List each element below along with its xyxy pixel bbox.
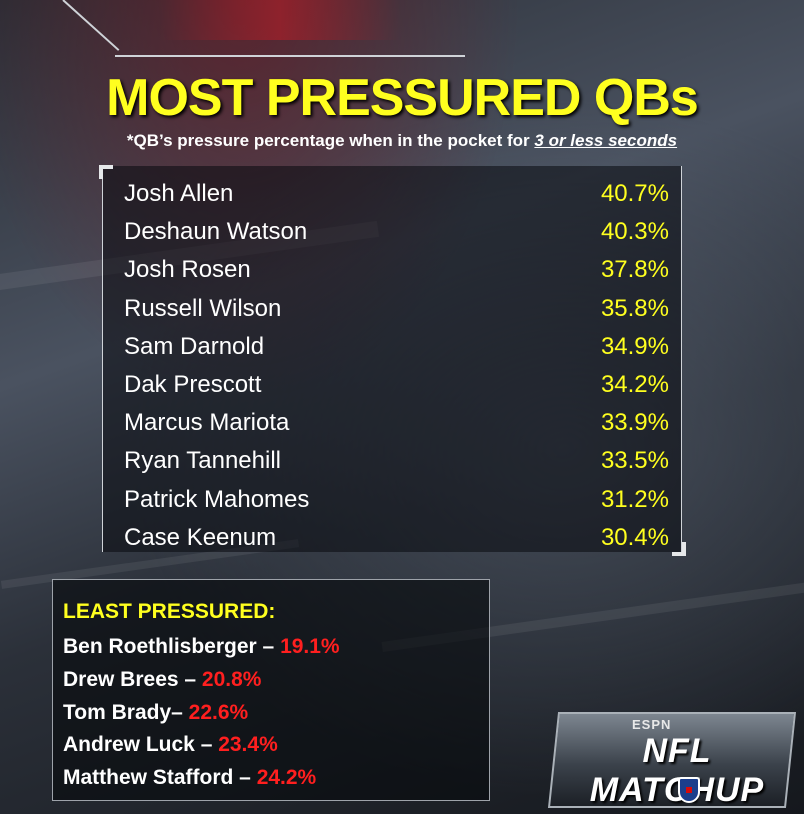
- table-row: Case Keenum 30.4%: [124, 519, 669, 557]
- table-row: Patrick Mahomes 31.2%: [124, 481, 669, 519]
- qb-name: Patrick Mahomes: [124, 485, 310, 513]
- table-row: Russell Wilson 35.8%: [124, 290, 669, 328]
- logo-show-title: NFL MATCHUP: [589, 732, 765, 809]
- pressure-value: 34.2%: [600, 371, 669, 398]
- qb-name: Tom Brady–: [63, 700, 189, 724]
- chart-subtitle: *QB’s pressure percentage when in the po…: [0, 131, 804, 151]
- list-item: Ben Roethlisberger – 19.1%: [63, 631, 340, 663]
- panel-corner-bracket: [672, 542, 686, 556]
- most-pressured-panel: [102, 166, 682, 552]
- list-item: Tom Brady– 22.6%: [63, 697, 248, 729]
- least-pressured-title: LEAST PRESSURED:: [63, 600, 276, 623]
- pressure-value: 33.9%: [600, 409, 669, 437]
- table-row: Sam Darnold 34.9%: [124, 328, 669, 366]
- qb-name: Ben Roethlisberger –: [63, 635, 281, 658]
- frame-line: [115, 55, 465, 57]
- qb-name: Deshaun Watson: [124, 218, 308, 246]
- pressure-value: 40.3%: [600, 218, 669, 246]
- table-row: Josh Allen 40.7%: [124, 175, 669, 213]
- subtitle-prefix: *QB’s pressure percentage when in the po…: [126, 131, 535, 150]
- qb-name: Ryan Tannehill: [124, 447, 281, 475]
- table-row: Deshaun Watson 40.3%: [124, 213, 669, 251]
- list-item: Matthew Stafford – 24.2%: [63, 762, 316, 794]
- qb-name: Josh Allen: [124, 180, 234, 207]
- pressure-value: 34.9%: [600, 332, 669, 360]
- nfl-shield-icon: [678, 777, 700, 803]
- table-row: Dak Prescott 34.2%: [124, 366, 669, 404]
- table-row: Josh Rosen 37.8%: [124, 251, 669, 289]
- qb-name: Drew Brees –: [63, 667, 202, 691]
- pressure-value: 23.4%: [218, 733, 278, 757]
- pressure-value: 24.2%: [256, 766, 317, 790]
- subtitle-emphasis: 3 or less seconds: [534, 131, 678, 150]
- chart-title: MOST PRESSURED QBs: [106, 69, 699, 127]
- pressure-value: 31.2%: [600, 485, 669, 513]
- qb-name: Sam Darnold: [124, 332, 265, 360]
- qb-name: Marcus Mariota: [124, 409, 290, 437]
- frame-line: [62, 0, 120, 51]
- pressure-value: 19.1%: [280, 635, 340, 658]
- qb-name: Dak Prescott: [124, 371, 262, 398]
- pressure-value: 33.5%: [600, 447, 669, 475]
- qb-name: Matthew Stafford –: [63, 766, 257, 790]
- qb-name: Josh Rosen: [124, 256, 251, 284]
- least-pressured-panel: [52, 579, 490, 801]
- table-row: Ryan Tannehill 33.5%: [124, 442, 669, 480]
- qb-name: Russell Wilson: [124, 294, 282, 322]
- list-item: Drew Brees – 20.8%: [63, 664, 261, 696]
- qb-name: Andrew Luck –: [63, 733, 219, 757]
- pressure-value: 20.8%: [201, 667, 262, 691]
- table-row: Marcus Mariota 33.9%: [124, 404, 669, 442]
- panel-corner-bracket: [99, 165, 113, 179]
- pressure-value: 40.7%: [600, 180, 669, 207]
- pressure-value: 37.8%: [600, 256, 669, 284]
- pressure-value: 35.8%: [600, 294, 669, 322]
- pressure-value: 30.4%: [600, 523, 669, 551]
- background-glow: [160, 0, 400, 40]
- pressure-value: 22.6%: [188, 700, 249, 724]
- list-item: Andrew Luck – 23.4%: [63, 729, 278, 761]
- qb-name: Case Keenum: [124, 523, 277, 551]
- logo-network: ESPN: [632, 717, 672, 732]
